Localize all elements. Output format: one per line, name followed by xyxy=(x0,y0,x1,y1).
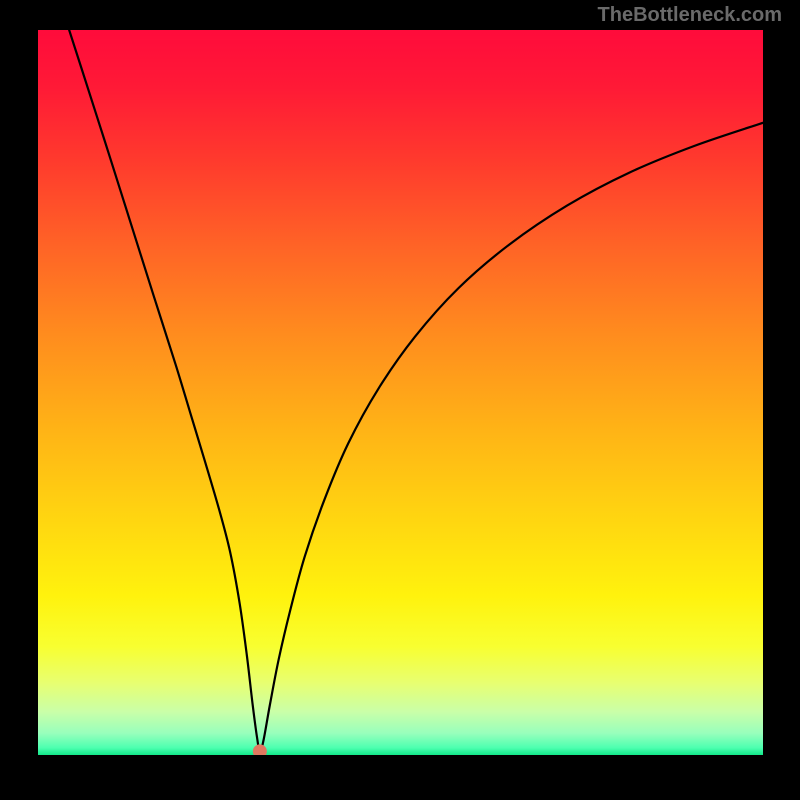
plot-area xyxy=(38,30,763,755)
curve-path xyxy=(69,30,763,751)
watermark-label: TheBottleneck.com xyxy=(598,4,782,27)
chart-stage: TheBottleneck.com xyxy=(0,0,800,800)
minimum-marker xyxy=(253,744,267,755)
bottleneck-curve xyxy=(38,30,763,755)
